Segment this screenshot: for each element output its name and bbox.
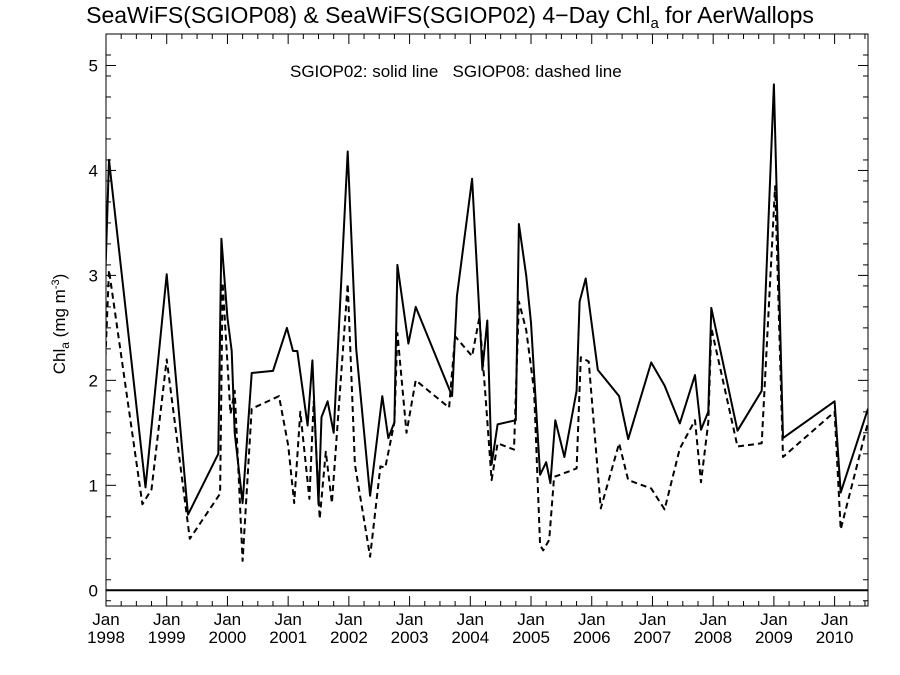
- x-tick-year-label: 1999: [148, 628, 186, 647]
- x-tick-month-label: Jan: [639, 610, 666, 629]
- series-annotation: SGIOP02: solid line SGIOP08: dashed line: [290, 62, 622, 82]
- y-tick-label: 4: [89, 161, 98, 180]
- series-line-sgiop08: [106, 185, 868, 562]
- x-tick-year-label: 2000: [209, 628, 247, 647]
- x-tick-month-label: Jan: [821, 610, 848, 629]
- x-tick-year-label: 2008: [694, 628, 732, 647]
- annotation-dashed: SGIOP08: dashed line: [452, 62, 622, 81]
- x-tick-month-label: Jan: [699, 610, 726, 629]
- x-tick-year-label: 2009: [755, 628, 793, 647]
- x-tick-month-label: Jan: [335, 610, 362, 629]
- y-tick-label: 0: [89, 581, 98, 600]
- x-tick-month-label: Jan: [153, 610, 180, 629]
- series-line-sgiop02: [106, 83, 868, 516]
- y-tick-label: 2: [89, 371, 98, 390]
- x-tick-year-label: 2007: [634, 628, 672, 647]
- x-tick-year-label: 2010: [816, 628, 854, 647]
- x-tick-month-label: Jan: [214, 610, 241, 629]
- x-tick-year-label: 2002: [330, 628, 368, 647]
- x-tick-month-label: Jan: [396, 610, 423, 629]
- title-subscript: a: [650, 15, 659, 32]
- x-tick-year-label: 1998: [87, 628, 125, 647]
- x-tick-year-label: 2004: [451, 628, 489, 647]
- chart-title: SeaWiFS(SGIOP08) & SeaWiFS(SGIOP02) 4−Da…: [0, 2, 900, 32]
- title-text: SeaWiFS(SGIOP08) & SeaWiFS(SGIOP02) 4−Da…: [86, 2, 651, 28]
- title-suffix: for AerWallops: [658, 2, 814, 28]
- y-tick-label: 3: [89, 266, 98, 285]
- y-tick-label: 1: [89, 476, 98, 495]
- x-tick-month-label: Jan: [92, 610, 119, 629]
- annotation-solid: SGIOP02: solid line: [290, 62, 439, 81]
- x-tick-year-label: 2006: [573, 628, 611, 647]
- x-tick-month-label: Jan: [457, 610, 484, 629]
- x-tick-month-label: Jan: [760, 610, 787, 629]
- x-tick-month-label: Jan: [578, 610, 605, 629]
- x-tick-year-label: 2001: [269, 628, 307, 647]
- x-tick-month-label: Jan: [274, 610, 301, 629]
- x-tick-year-label: 2003: [391, 628, 429, 647]
- plot-area-border: [105, 33, 869, 607]
- y-tick-label: 5: [89, 56, 98, 75]
- x-tick-month-label: Jan: [517, 610, 544, 629]
- x-tick-year-label: 2005: [512, 628, 550, 647]
